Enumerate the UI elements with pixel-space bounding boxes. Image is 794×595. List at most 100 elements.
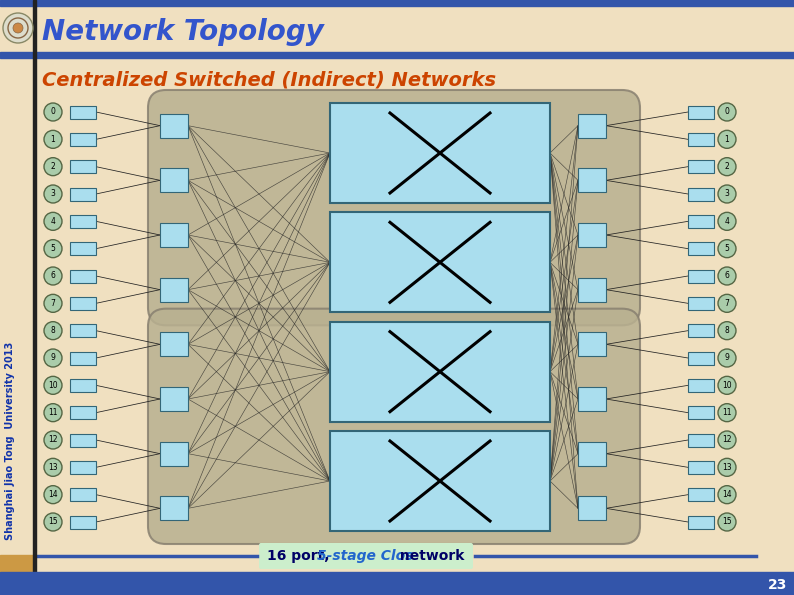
Text: 8: 8 — [725, 326, 730, 335]
Bar — [688, 434, 714, 446]
Text: 12: 12 — [48, 436, 58, 444]
Text: 5-stage Clos: 5-stage Clos — [317, 549, 414, 563]
Circle shape — [718, 240, 736, 258]
Bar — [70, 187, 96, 201]
Text: 6: 6 — [725, 271, 730, 280]
Text: 0: 0 — [725, 108, 730, 117]
Bar — [70, 297, 96, 310]
Circle shape — [44, 103, 62, 121]
Circle shape — [718, 431, 736, 449]
Circle shape — [718, 486, 736, 503]
Bar — [330, 322, 550, 422]
Text: 2: 2 — [725, 162, 730, 171]
Bar — [160, 168, 188, 192]
Bar — [70, 324, 96, 337]
Circle shape — [718, 158, 736, 176]
Text: 11: 11 — [48, 408, 58, 417]
Bar — [160, 333, 188, 356]
Circle shape — [44, 130, 62, 148]
Text: 15: 15 — [723, 518, 732, 527]
Text: Network Topology: Network Topology — [42, 18, 324, 46]
Circle shape — [718, 403, 736, 422]
Circle shape — [44, 267, 62, 285]
Bar — [578, 278, 606, 302]
Bar — [688, 187, 714, 201]
Circle shape — [44, 322, 62, 340]
Text: 0: 0 — [51, 108, 56, 117]
Bar — [160, 114, 188, 137]
Text: 5: 5 — [725, 244, 730, 253]
Bar — [330, 103, 550, 203]
Bar — [688, 515, 714, 528]
Text: 4: 4 — [51, 217, 56, 226]
Bar — [330, 431, 550, 531]
Text: 23: 23 — [769, 578, 788, 592]
Text: 12: 12 — [723, 436, 732, 444]
Bar — [688, 105, 714, 118]
Text: 13: 13 — [48, 463, 58, 472]
Bar — [70, 352, 96, 365]
Bar — [688, 242, 714, 255]
Circle shape — [718, 513, 736, 531]
Text: 9: 9 — [51, 353, 56, 362]
Circle shape — [44, 295, 62, 312]
Bar — [70, 434, 96, 446]
Bar — [70, 133, 96, 146]
Circle shape — [718, 103, 736, 121]
Text: 10: 10 — [723, 381, 732, 390]
Circle shape — [718, 130, 736, 148]
Text: 5: 5 — [51, 244, 56, 253]
Circle shape — [13, 23, 23, 33]
Bar — [688, 160, 714, 173]
Bar — [70, 160, 96, 173]
Circle shape — [718, 185, 736, 203]
Bar — [70, 515, 96, 528]
Circle shape — [3, 13, 33, 43]
Bar — [33, 0, 36, 595]
Bar — [578, 387, 606, 411]
FancyBboxPatch shape — [148, 309, 640, 544]
Text: 4: 4 — [725, 217, 730, 226]
Bar — [0, 0, 794, 6]
Text: 3: 3 — [51, 189, 56, 199]
Circle shape — [44, 458, 62, 477]
Bar — [688, 324, 714, 337]
Text: 10: 10 — [48, 381, 58, 390]
Text: 7: 7 — [51, 299, 56, 308]
Bar — [70, 461, 96, 474]
FancyBboxPatch shape — [148, 90, 640, 325]
Circle shape — [44, 158, 62, 176]
Bar — [70, 270, 96, 283]
Text: 1: 1 — [725, 135, 730, 144]
Bar — [160, 441, 188, 466]
Text: 8: 8 — [51, 326, 56, 335]
Bar — [688, 133, 714, 146]
Circle shape — [718, 376, 736, 394]
Text: 2: 2 — [51, 162, 56, 171]
Text: 6: 6 — [51, 271, 56, 280]
Text: 13: 13 — [723, 463, 732, 472]
Bar — [330, 212, 550, 312]
Text: 16 port,: 16 port, — [267, 549, 334, 563]
Bar — [578, 333, 606, 356]
Text: 3: 3 — [725, 189, 730, 199]
Bar — [160, 387, 188, 411]
Circle shape — [44, 431, 62, 449]
Bar — [688, 379, 714, 392]
Circle shape — [718, 458, 736, 477]
Circle shape — [44, 486, 62, 503]
Circle shape — [718, 267, 736, 285]
Bar — [160, 223, 188, 247]
Bar — [70, 488, 96, 501]
Bar — [688, 270, 714, 283]
Circle shape — [44, 403, 62, 422]
Bar — [578, 223, 606, 247]
Text: 14: 14 — [48, 490, 58, 499]
Bar — [688, 297, 714, 310]
Circle shape — [718, 322, 736, 340]
Circle shape — [718, 349, 736, 367]
Bar — [688, 461, 714, 474]
Circle shape — [44, 513, 62, 531]
Bar — [688, 215, 714, 228]
Text: Shanghai Jiao Tong  University 2013: Shanghai Jiao Tong University 2013 — [5, 342, 15, 540]
